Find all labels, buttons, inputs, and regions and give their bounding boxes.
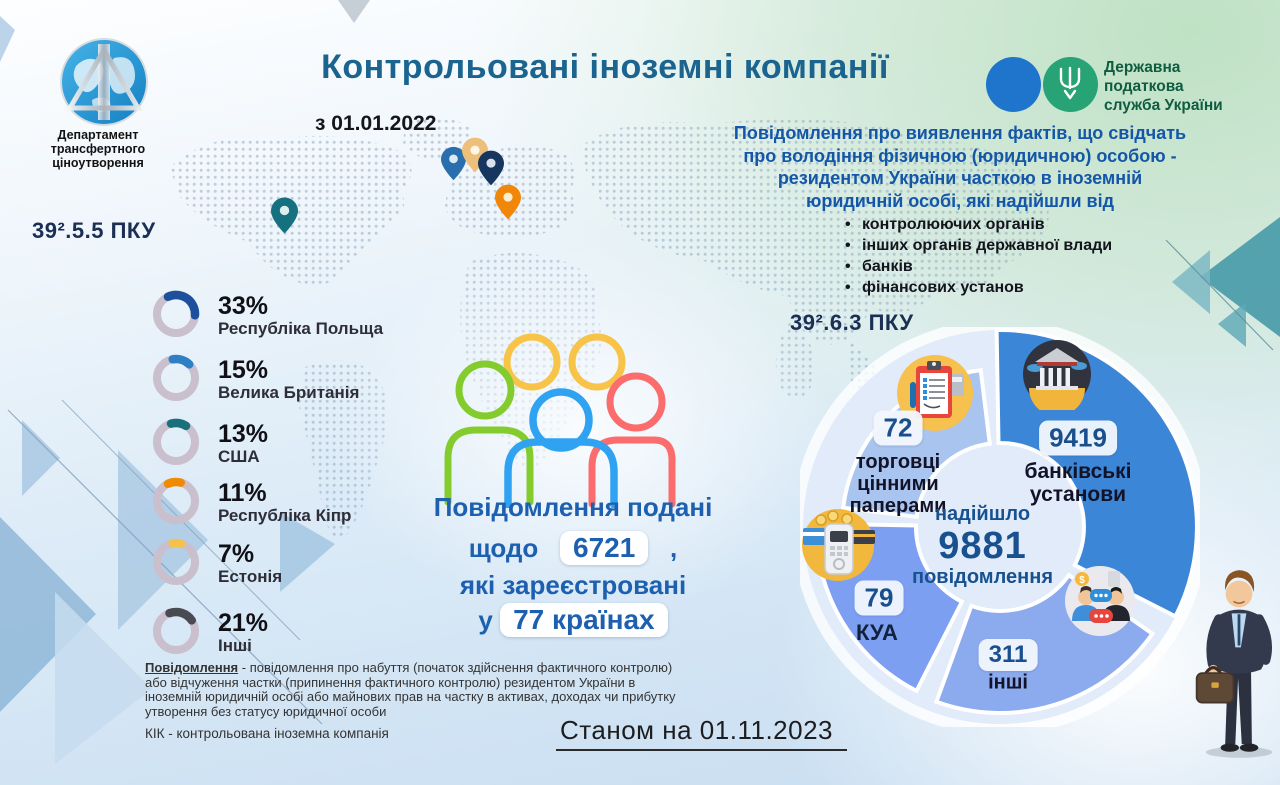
country-pct: 13% [218, 420, 269, 448]
ring-chart-poland [152, 290, 200, 338]
entities-count-badge: 6721 [560, 531, 649, 565]
dept-logo-line2: трансфертного [50, 142, 146, 156]
country-pct: 33% [218, 292, 269, 320]
svg-text:$: $ [1079, 575, 1085, 586]
messages-donut-chart: $ 9419 банківські установи 72 торговці ц… [792, 319, 1208, 735]
map-pin-navy [478, 150, 504, 186]
footnote-definition: Повідомлення - повідомлення про набуття … [145, 660, 693, 719]
message-line2: щодо 6721 , [408, 531, 738, 565]
notice-bullet-list: контролюючих органів інших органів держа… [845, 214, 1112, 298]
segment-label-traders: торговці цінними паперами [849, 451, 947, 517]
segment-label-kua: КУА [856, 620, 898, 645]
as-of-date: Станом на 01.11.2023 [556, 715, 848, 751]
notice-line1: Повідомлення про виявлення фактів, що св… [733, 123, 1187, 143]
donut-center-value: 9881 [938, 525, 1027, 567]
country-pct: 7% [218, 540, 255, 568]
message-line1: Повідомлення подані [433, 492, 713, 522]
bullet-item: банків [845, 256, 1112, 277]
decor-wedge-left-edge [0, 16, 15, 62]
country-label: Естонія [218, 567, 283, 586]
country-pct: 15% [218, 356, 269, 384]
footnote-def-kik: - контрольована іноземна компанія [164, 726, 389, 741]
map-pin-teal [271, 197, 298, 234]
notice-line2: про володіння фізичною (юридичною) особо… [743, 145, 1177, 166]
donut-center-text: надійшло 9881 повідомлення [880, 503, 1085, 589]
ring-chart-usa [152, 418, 200, 466]
decor-triangles-left [0, 399, 335, 764]
dept-logo [60, 38, 148, 126]
tax-service-line3: служба України [1104, 97, 1223, 114]
tax-service-line1: Державна [1104, 59, 1181, 76]
notice-line3: резидентом України часткою в іноземній [777, 168, 1143, 188]
tax-service-logo-blue-circle [986, 57, 1041, 112]
notice-heading: Повідомлення про виявлення фактів, що св… [703, 122, 1217, 212]
country-label: США [218, 447, 260, 466]
bank-icon [1023, 340, 1091, 410]
countries-count-badge: 77 країнах [500, 603, 668, 637]
since-date: з 01.01.2022 [315, 112, 437, 135]
segment-label-banks: банківські установи [1024, 460, 1132, 506]
footnote-def-povidomlennia: - повідомлення про набуття (початок здій… [145, 660, 676, 719]
segment-value-kua: 79 [854, 580, 904, 616]
ring-chart-estonia [152, 538, 200, 586]
tax-service-name: Державна податкова служба України [1104, 58, 1223, 115]
bullet-item: контролюючих органів [845, 214, 1112, 235]
message-line4-prefix: у [478, 605, 493, 635]
businessman-illustration [1195, 570, 1273, 758]
law-ref-3963: 39².6.3 ПКУ [790, 310, 914, 335]
message-line3: які зареєстровані [459, 570, 687, 600]
bullet-item: фінансових установ [845, 277, 1112, 298]
footnote-term-kik: КІК [145, 726, 165, 741]
country-label: Республіка Кіпр [218, 506, 352, 525]
ring-chart-other [152, 607, 200, 655]
country-label: Республіка Польща [218, 319, 384, 338]
country-pct: 21% [218, 609, 269, 637]
decor-triangles-right [1165, 217, 1280, 351]
segment-value-banks: 9419 [1039, 420, 1117, 456]
segment-value-traders: 72 [873, 410, 923, 446]
ring-chart-uk [152, 354, 200, 402]
map-pin-blue [441, 146, 466, 181]
message-line4: у 77 країнах [408, 603, 738, 637]
dept-logo-line3: ціноутворення [52, 156, 144, 170]
ring-chart-cyprus [152, 477, 200, 525]
payment-terminal-icon [802, 509, 875, 581]
notice-line4: юридичній особі, які надійшли від [805, 190, 1115, 211]
bullet-item: інших органів державної влади [845, 235, 1112, 256]
tax-service-logo-green-circle [1043, 57, 1098, 112]
people-group-icon [444, 333, 676, 508]
footnote-term-povidomlennia: Повідомлення [145, 660, 239, 675]
law-ref-3955: 39².5.5 ПКУ [32, 218, 156, 243]
country-label: Велика Британія [218, 383, 360, 402]
page-title: Контрольовані іноземні компанії [321, 48, 889, 86]
tax-service-line2: податкова [1104, 78, 1184, 95]
message-line2-prefix: щодо [468, 533, 539, 563]
footnote-kik: КІК - контрольована іноземна компанія [145, 726, 389, 741]
map-pin-orange [495, 184, 521, 220]
people-chat-icon: $ [1065, 566, 1135, 636]
country-pct: 11% [218, 479, 267, 507]
donut-center-bottom: повідомлення [912, 566, 1053, 588]
trident-icon [1059, 66, 1081, 100]
segment-label-other: інші [988, 671, 1028, 694]
donut-center-top: надійшло [934, 503, 1031, 525]
country-label: Інші [218, 636, 252, 655]
dept-logo-line1: Департамент [57, 128, 139, 142]
message-line2-suffix: , [669, 533, 678, 563]
decor-triangle-top [338, 0, 370, 23]
dept-logo-caption: Департамент трансфертного ціноутворення [6, 128, 190, 170]
segment-value-other: 311 [978, 639, 1038, 671]
